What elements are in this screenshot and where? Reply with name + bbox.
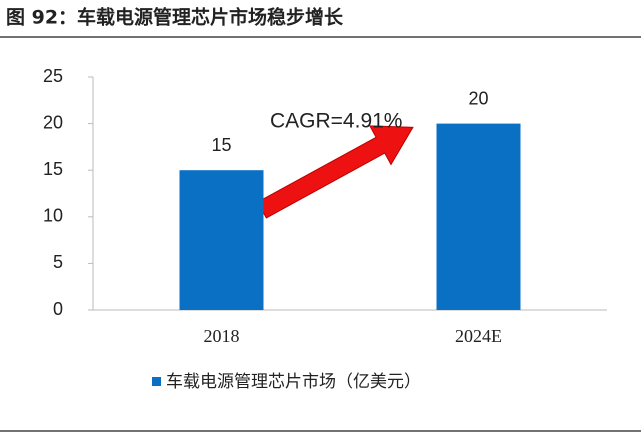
cagr-arrow <box>256 125 414 219</box>
y-tick-label: 10 <box>43 206 63 226</box>
legend-label: 车载电源管理芯片市场（亿美元） <box>166 372 421 392</box>
y-tick-label: 15 <box>43 159 63 179</box>
y-tick-label: 0 <box>53 299 63 319</box>
y-tick-label: 20 <box>43 112 63 132</box>
x-tick-label: 2018 <box>204 326 240 346</box>
chart-title: 图 92：车载电源管理芯片市场稳步增长 <box>6 6 344 29</box>
y-tick-label: 25 <box>43 66 63 86</box>
data-label: 15 <box>211 135 231 155</box>
data-label: 20 <box>468 88 488 108</box>
bar <box>436 123 521 310</box>
annotation: CAGR=4.91% <box>270 110 402 133</box>
y-tick-label: 5 <box>53 252 63 272</box>
legend-swatch <box>152 377 161 386</box>
x-tick-label: 2024E <box>455 326 502 346</box>
bar <box>179 170 264 310</box>
